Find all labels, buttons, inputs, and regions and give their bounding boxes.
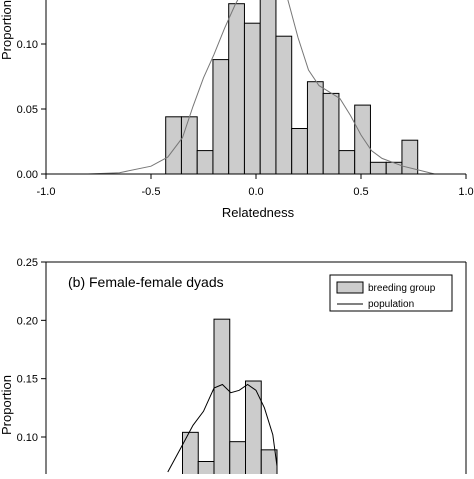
y-tick-label: 0.00 bbox=[17, 169, 38, 181]
histogram-bar bbox=[180, 116, 198, 174]
y-tick-label: 0.10 bbox=[17, 39, 38, 51]
y-tick-label: 0.10 bbox=[17, 432, 38, 444]
y-axis-label: Proportion bbox=[0, 0, 14, 60]
histogram-bar bbox=[213, 318, 231, 479]
population-line bbox=[87, 0, 435, 174]
histogram-bar bbox=[165, 116, 182, 174]
x-tick-label: -0.5 bbox=[142, 186, 161, 198]
axes bbox=[41, 0, 467, 179]
population-line bbox=[167, 383, 278, 473]
histogram-bar bbox=[243, 22, 261, 174]
axes bbox=[41, 261, 467, 474]
y-tick-label: 0.15 bbox=[17, 374, 38, 386]
legend-box bbox=[329, 274, 453, 312]
legend-label-population: population bbox=[368, 299, 414, 310]
population-curve bbox=[167, 383, 278, 473]
histogram-bar bbox=[354, 104, 371, 174]
x-tick-label: 1.0 bbox=[458, 186, 473, 198]
y-tick-label: 0.25 bbox=[17, 257, 38, 269]
x-tick-label: -1.0 bbox=[37, 186, 56, 198]
histogram-bar bbox=[182, 431, 199, 479]
histogram-bar bbox=[369, 161, 387, 174]
chart-female-female-dyads: 0.10 0.15 0.20 0.25 (b) Female-female dyads… bbox=[0, 257, 467, 479]
histogram-bar bbox=[385, 161, 403, 174]
histogram-bar bbox=[245, 380, 262, 479]
histogram-bar bbox=[275, 35, 293, 174]
legend: breeding group population bbox=[329, 274, 453, 312]
chart-relatedness-distribution: -1.0 -0.5 0.0 0.5 1.0 0.00 0.05 0.10 Relatedne… bbox=[0, 0, 474, 220]
histogram-bar bbox=[212, 59, 230, 174]
x-tick-labels: -1.0 -0.5 0.0 0.5 1.0 bbox=[37, 186, 474, 198]
histogram-bar bbox=[196, 150, 214, 174]
y-tick-label: 0.05 bbox=[17, 104, 38, 116]
y-tick-labels: 0.00 0.05 0.10 bbox=[17, 39, 38, 181]
histogram-bar bbox=[338, 150, 356, 174]
histogram-bar bbox=[259, 0, 277, 174]
legend-swatch-breeding-group bbox=[336, 281, 364, 294]
x-axis-label: Relatedness bbox=[222, 205, 295, 220]
histogram-bar bbox=[197, 461, 215, 479]
y-axis-label: Proportion bbox=[0, 375, 14, 435]
chart-title: (b) Female-female dyads bbox=[68, 274, 224, 290]
histogram-bar bbox=[260, 449, 278, 479]
histogram-bar bbox=[322, 92, 340, 174]
histogram-bar bbox=[228, 3, 245, 174]
histogram-bars bbox=[182, 318, 278, 479]
x-tick-label: 0.0 bbox=[248, 186, 263, 198]
x-tick-label: 0.5 bbox=[353, 186, 368, 198]
legend-label-breeding-group: breeding group bbox=[368, 283, 436, 294]
histogram-bar bbox=[229, 441, 246, 479]
y-tick-label: 0.20 bbox=[17, 315, 38, 327]
histogram-bar bbox=[306, 81, 324, 174]
population-curve bbox=[87, 0, 435, 174]
histogram-bar bbox=[291, 128, 308, 174]
histogram-bars bbox=[165, 0, 419, 174]
y-tick-labels: 0.10 0.15 0.20 0.25 bbox=[17, 257, 38, 444]
